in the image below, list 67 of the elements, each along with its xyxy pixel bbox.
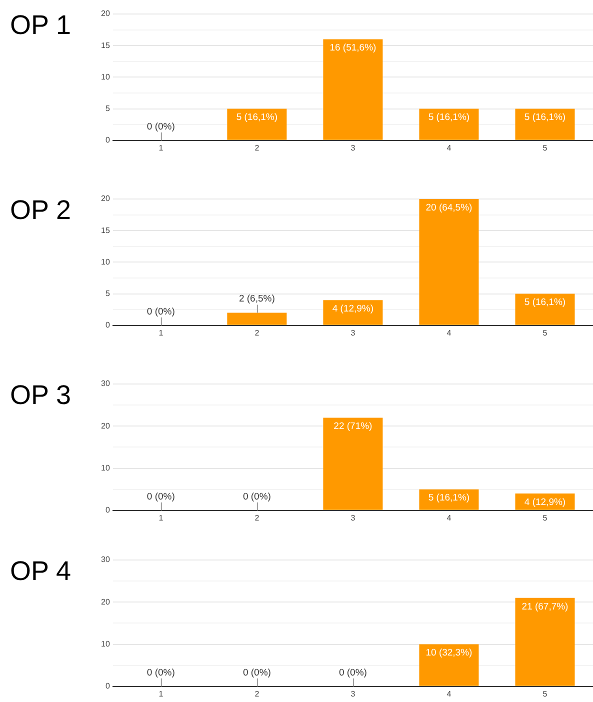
chart-title: OP 3 [10,380,72,411]
y-tick-label: 30 [100,379,110,388]
x-tick-label: 4 [446,328,452,338]
y-tick-label: 10 [100,463,110,472]
x-tick-label: 1 [158,143,164,152]
data-label: 5 (16,1%) [428,492,470,504]
x-tick-label: 1 [158,689,164,698]
x-tick-label: 4 [446,143,452,152]
x-tick-label: 3 [350,143,356,152]
data-label: 4 (12,9%) [332,303,374,314]
x-tick-label: 3 [350,513,356,522]
data-label: 0 (0%) [242,667,271,678]
data-label: 20 (64,5%) [426,202,472,214]
data-label: 0 (0%) [338,667,367,678]
y-tick-label: 5 [105,289,110,298]
y-tick-label: 0 [105,136,110,145]
bar [419,199,479,325]
data-label: 21 (67,7%) [522,601,568,612]
data-label: 0 (0%) [146,667,175,678]
bar [227,312,287,325]
data-label: 0 (0%) [242,491,271,502]
x-tick-label: 2 [254,689,260,698]
x-tick-label: 2 [254,513,260,522]
x-tick-label: 2 [254,328,260,338]
x-tick-label: 1 [158,328,164,338]
data-label: 0 (0%) [146,121,175,132]
chart-title: OP 1 [10,10,72,41]
y-tick-label: 15 [100,226,110,235]
data-label: 4 (12,9%) [524,496,566,508]
y-tick-label: 0 [105,320,110,330]
data-label: 5 (16,1%) [236,112,278,124]
y-tick-label: 0 [105,506,110,515]
x-tick-label: 3 [350,689,356,698]
chart-title: OP 2 [10,195,72,226]
data-label: 5 (16,1%) [428,112,470,124]
x-tick-label: 2 [254,143,260,152]
y-tick-label: 20 [100,9,110,18]
y-tick-label: 5 [105,104,110,114]
y-tick-label: 0 [105,682,110,691]
chart-title: OP 4 [10,556,72,587]
data-label: 2 (6,5%) [238,294,275,305]
data-label: 10 (32,3%) [426,648,472,659]
y-tick-label: 20 [100,597,110,606]
x-tick-label: 4 [446,513,452,522]
data-label: 22 (71%) [334,421,372,432]
bar [323,418,383,510]
y-tick-label: 10 [100,639,110,648]
x-tick-label: 5 [542,513,548,522]
data-label: 0 (0%) [146,306,175,318]
data-label: 5 (16,1%) [524,297,566,308]
x-tick-label: 5 [542,328,548,338]
y-tick-label: 10 [100,72,110,82]
data-label: 16 (51,6%) [330,42,376,54]
x-tick-label: 1 [158,513,164,522]
bar [323,300,383,325]
x-tick-label: 5 [542,143,548,152]
x-tick-label: 5 [542,689,548,698]
y-tick-label: 20 [100,421,110,430]
x-tick-label: 4 [446,689,452,698]
x-tick-label: 3 [350,328,356,338]
y-tick-label: 10 [100,257,110,266]
data-label: 5 (16,1%) [524,112,566,124]
y-tick-label: 20 [100,194,110,204]
bar [515,294,575,325]
y-tick-label: 15 [100,40,110,50]
y-tick-label: 30 [100,555,110,564]
data-label: 0 (0%) [146,491,175,502]
